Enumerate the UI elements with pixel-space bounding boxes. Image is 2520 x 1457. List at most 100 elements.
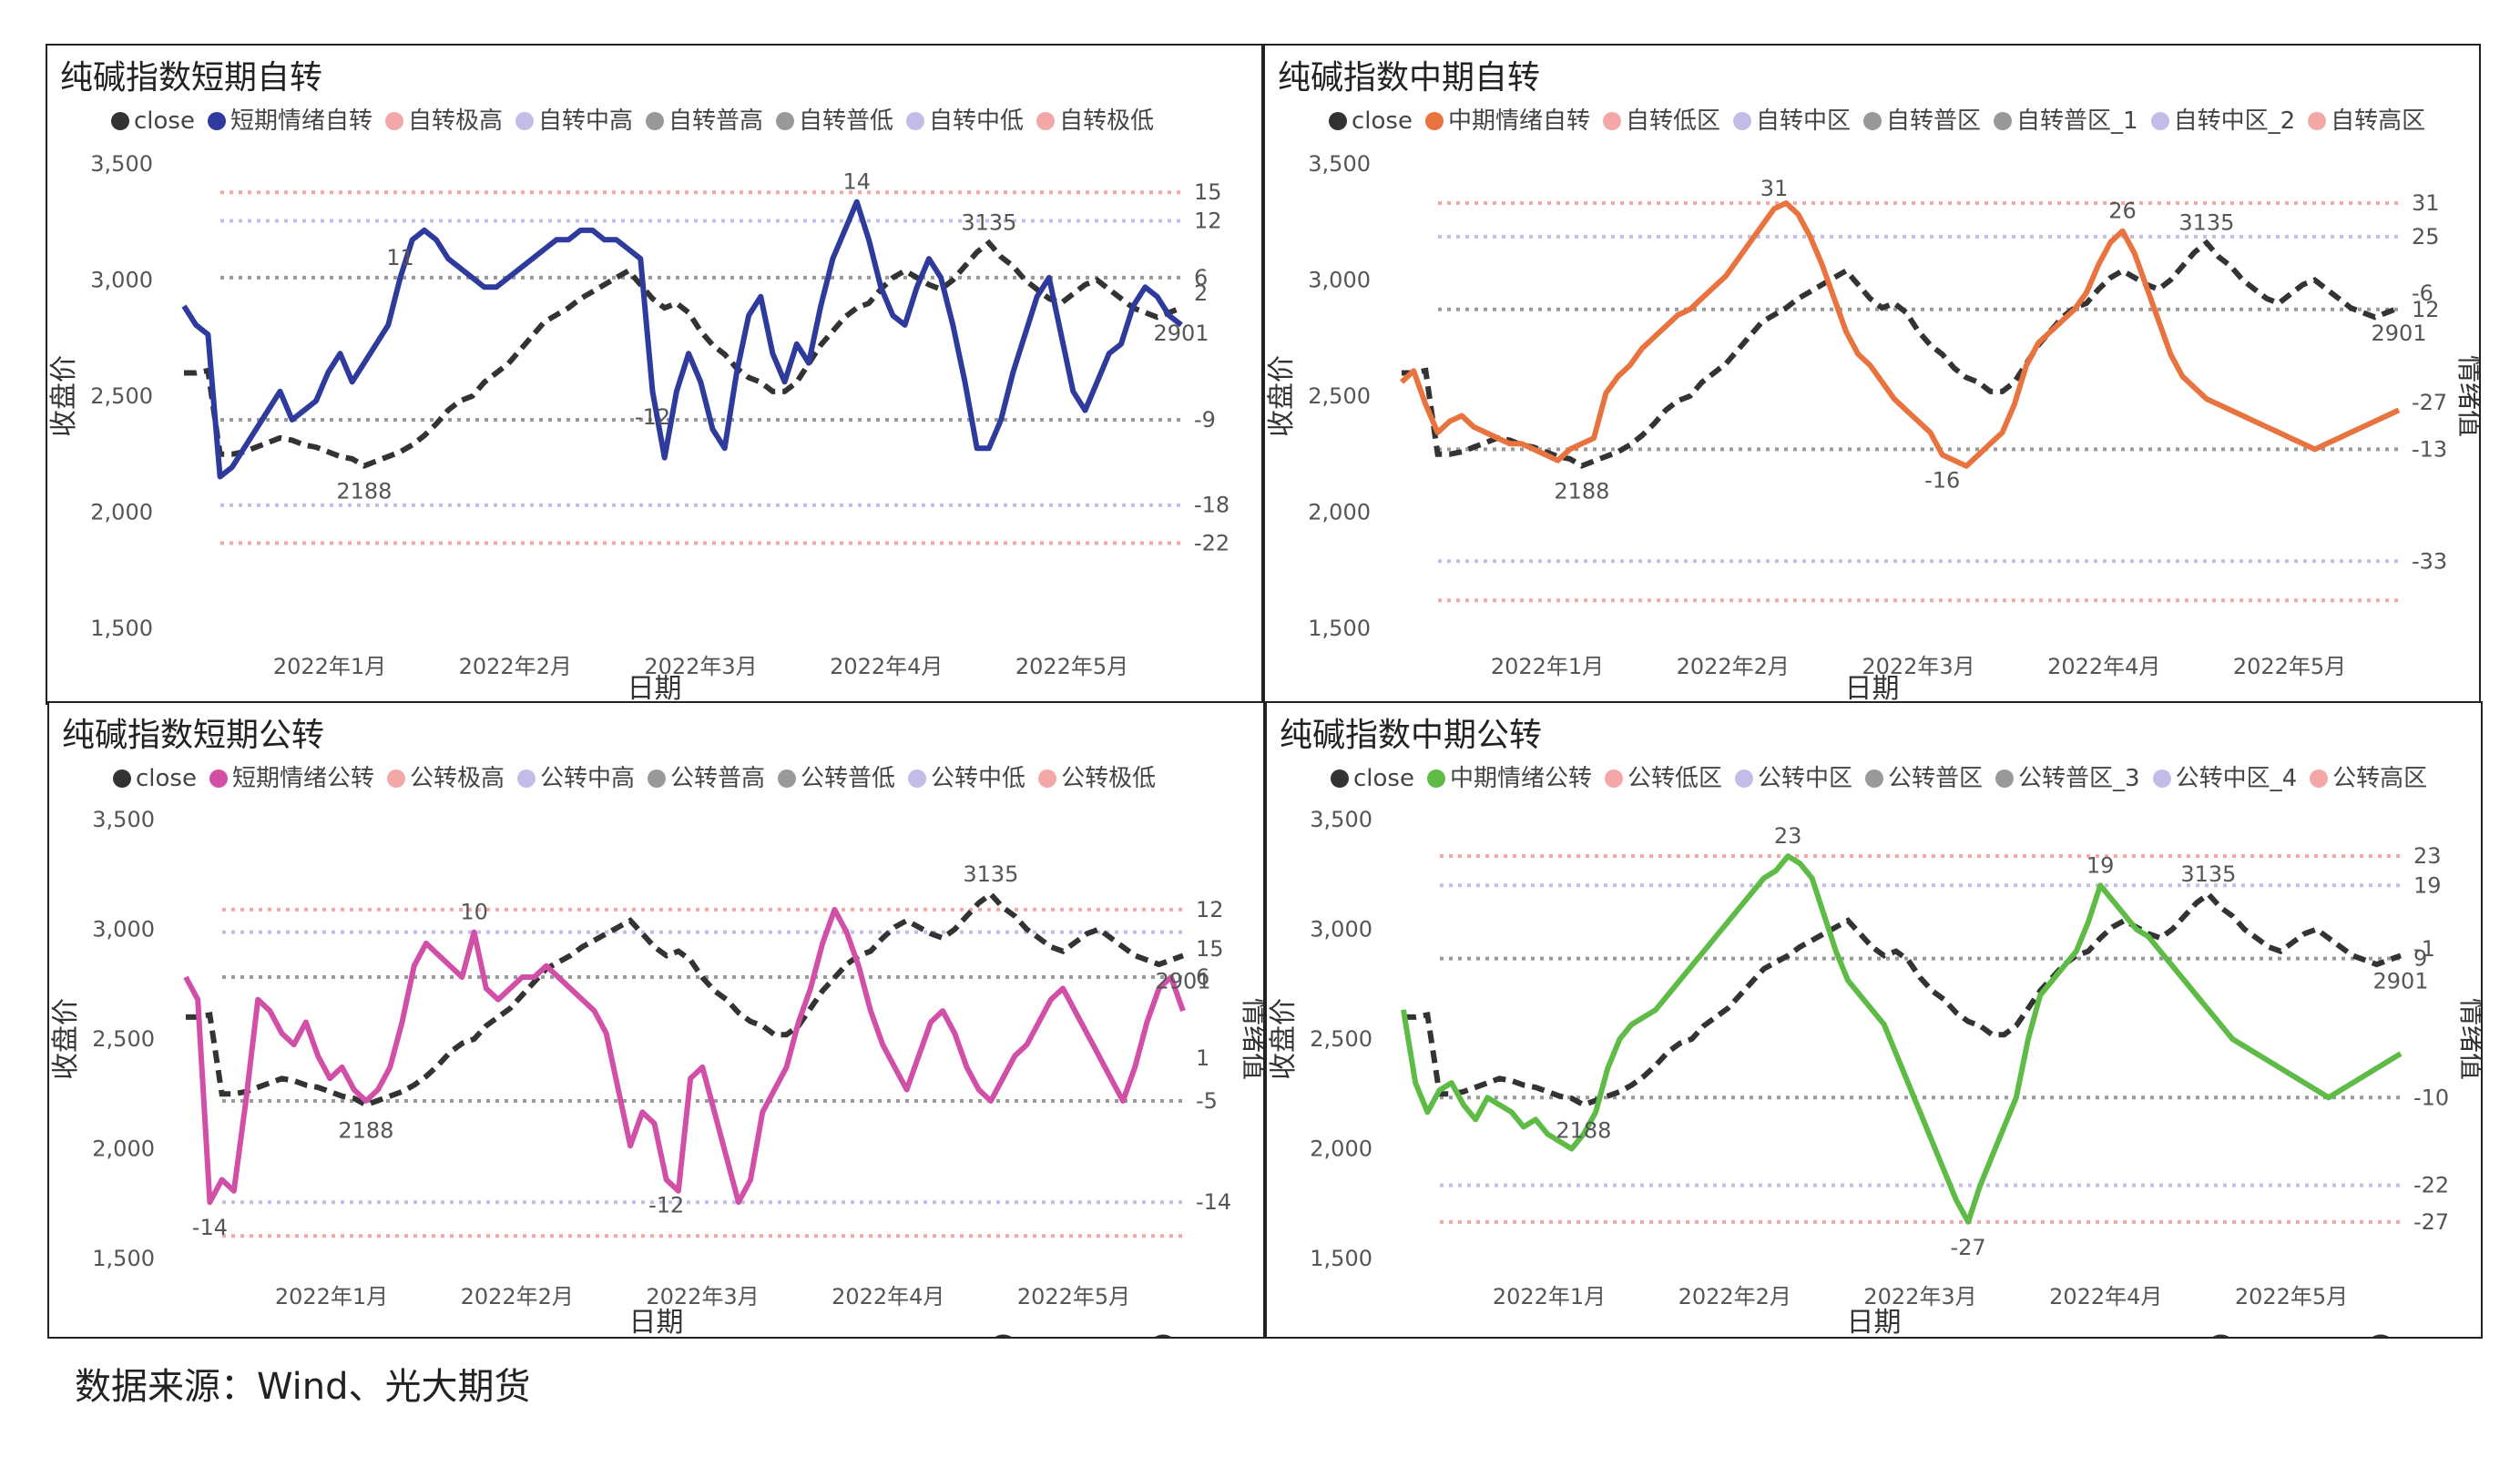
x-axis-title: 日期	[627, 673, 682, 703]
legend-item[interactable]: 公转普高	[648, 759, 765, 793]
legend-item[interactable]: 自转低区	[1602, 102, 1720, 136]
y-tick-label: 2,000	[92, 1136, 155, 1162]
legend-item[interactable]: 短期情绪公转	[209, 759, 374, 793]
legend-item[interactable]: 公转低区	[1604, 759, 1722, 793]
legend-item[interactable]: 公转中高	[517, 759, 635, 793]
legend-dot-icon	[1994, 112, 2013, 130]
x-tick-label: 2022年3月	[1862, 654, 1974, 679]
y-tick-label: 1,500	[1310, 1246, 1372, 1271]
y-tick-label: 3,000	[92, 917, 155, 942]
legend-item[interactable]: 自转中区_2	[2150, 102, 2295, 136]
y-axis-title-left: 收盘价	[50, 998, 82, 1080]
y-tick-label: 2,500	[1308, 383, 1371, 409]
legend-dot-icon	[386, 769, 405, 788]
legend-item[interactable]: 公转普区	[1865, 759, 1983, 793]
legend-label: 公转普低	[801, 765, 896, 792]
legend-item[interactable]: 自转中低	[906, 102, 1024, 136]
legend-item[interactable]: close	[1331, 765, 1414, 792]
legend-dot-icon	[209, 769, 228, 788]
chart-svg: 3,500 3,000 2,500 2,000 1,500 12 6 -5 -14 15 1 2188…	[50, 807, 1263, 1337]
legend-item[interactable]: 中期情绪自转	[1424, 102, 1590, 136]
y-tick-label: 3,500	[1308, 151, 1371, 177]
legend-item[interactable]: 自转普低	[776, 102, 893, 136]
x-axis-title: 日期	[1847, 1307, 1902, 1337]
chart-panel-mid-self: 纯碱指数中期自转 close 中期情绪自转 自转低区 自转中区 自转普区 自转普区_1 自转中…	[1263, 44, 2481, 705]
reference-line-label: 15	[1194, 179, 1222, 205]
chart-title: 纯碱指数中期公转	[1280, 717, 1543, 754]
reference-line-label: -5	[1196, 1088, 1218, 1114]
legend-item[interactable]: 公转普区_3	[1995, 759, 2140, 793]
legend-dot-icon	[1036, 112, 1056, 130]
reference-line-label: 19	[2413, 872, 2442, 898]
chart-panel-short-pub: 纯碱指数短期公转 close 短期情绪公转 公转极高 公转中高 公转普高 公转普低 公转中低 公…	[47, 701, 1265, 1339]
legend: close 中期情绪自转 自转低区 自转中区 自转普区 自转普区_1 自转中区_2 自转高区	[1329, 102, 2438, 136]
legend-item[interactable]: 自转极低	[1036, 102, 1154, 136]
legend-label: 公转普高	[670, 765, 766, 792]
legend-label: 公转极低	[1061, 765, 1157, 792]
source-note: 数据来源：Wind、光大期货	[75, 1366, 531, 1408]
legend-label: 公转中高	[540, 765, 636, 792]
legend-item[interactable]: 自转普区	[1863, 102, 1981, 136]
legend-dot-icon	[646, 112, 665, 130]
series-line-close	[184, 239, 1183, 469]
chart-svg: 3,500 3,000 2,500 2,000 1,500 31 25 12 -13 -33 -6 -…	[1266, 151, 2479, 703]
y-tick-label: 3,500	[92, 807, 155, 832]
legend-dot-icon	[1329, 112, 1347, 130]
close-data-label: 2188	[338, 1117, 393, 1143]
legend-item[interactable]: 公转中低	[908, 759, 1025, 793]
legend-label: 短期情绪公转	[231, 765, 374, 792]
right-axis-label: -1	[2413, 936, 2435, 962]
legend-item[interactable]: 自转普区_1	[1994, 102, 2138, 136]
legend-dot-icon	[111, 112, 129, 130]
legend-item[interactable]: 自转极高	[384, 102, 503, 136]
x-tick-label: 2022年4月	[2049, 1284, 2162, 1309]
legend-item[interactable]: 公转普低	[778, 759, 895, 793]
legend-item[interactable]: 短期情绪自转	[207, 102, 372, 136]
legend-label: 公转中区_4	[2175, 765, 2298, 792]
legend-item[interactable]: 自转中高	[515, 102, 633, 136]
legend-item[interactable]: close	[111, 107, 195, 135]
series-line-close	[1403, 890, 2403, 1108]
legend-item[interactable]: 公转高区	[2310, 759, 2427, 793]
chart-svg: 3,500 3,000 2,500 2,000 1,500 23 19 9 -10 -22 -27 -…	[1268, 807, 2481, 1337]
legend-label: 自转中高	[538, 107, 634, 135]
legend-item[interactable]: 自转高区	[2308, 102, 2425, 136]
y-axis-title-left: 收盘价	[1266, 355, 1298, 437]
close-data-label: 2901	[2371, 321, 2426, 346]
legend-item[interactable]: 公转极高	[386, 759, 505, 793]
close-data-label: 2901	[1155, 968, 1210, 993]
legend-item[interactable]: 自转中区	[1733, 102, 1851, 136]
y-tick-label: 3,500	[1310, 807, 1372, 832]
legend-item[interactable]: 公转极低	[1038, 759, 1156, 793]
reference-line-label: -27	[2413, 1209, 2449, 1235]
y-tick-label: 3,000	[1310, 917, 1372, 942]
legend-label: 自转中区	[1756, 107, 1852, 135]
reference-line-label: 9	[2413, 946, 2427, 972]
legend-item[interactable]: 中期情绪公转	[1426, 759, 1592, 793]
legend-label: close	[1352, 107, 1413, 135]
x-tick-label: 2022年4月	[2047, 654, 2160, 679]
legend-dot-icon	[207, 112, 226, 130]
legend-label: 自转高区	[2331, 107, 2426, 135]
sentiment-data-label: -12	[635, 404, 670, 430]
legend-label: 公转普区	[1888, 765, 1984, 792]
x-tick-label: 2022年3月	[644, 654, 757, 679]
legend-label: 自转普高	[668, 107, 764, 135]
legend-item[interactable]: close	[1329, 107, 1413, 135]
x-tick-label: 2022年2月	[459, 654, 572, 679]
y-tick-label: 2,500	[1310, 1026, 1372, 1052]
legend-item[interactable]: close	[113, 765, 197, 792]
legend-item[interactable]: 公转中区	[1735, 759, 1852, 793]
legend-item[interactable]: 自转普高	[646, 102, 763, 136]
legend-dot-icon	[1426, 769, 1445, 788]
legend-dot-icon	[2308, 112, 2327, 130]
sentiment-data-label: 31	[1760, 176, 1789, 201]
legend-label: 公转极高	[409, 765, 505, 792]
legend-item[interactable]: 公转中区_4	[2152, 759, 2298, 793]
y-tick-label: 1,500	[1308, 616, 1371, 641]
legend-dot-icon	[515, 112, 534, 130]
y-axis-title-right: 情绪值	[2455, 998, 2481, 1080]
y-axis-title-left: 收盘价	[48, 355, 80, 437]
reference-line-label: -18	[1194, 493, 1229, 518]
close-data-label: 3135	[963, 861, 1018, 887]
